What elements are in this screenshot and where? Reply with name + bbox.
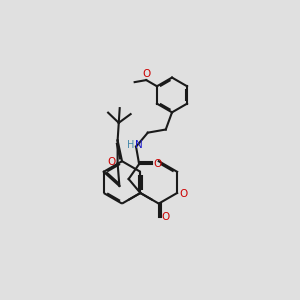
Text: O: O (143, 69, 151, 79)
Text: H: H (128, 140, 135, 151)
Text: N: N (135, 140, 142, 151)
Text: O: O (154, 159, 162, 169)
Text: O: O (179, 190, 188, 200)
Text: O: O (107, 157, 116, 167)
Text: O: O (161, 212, 170, 222)
